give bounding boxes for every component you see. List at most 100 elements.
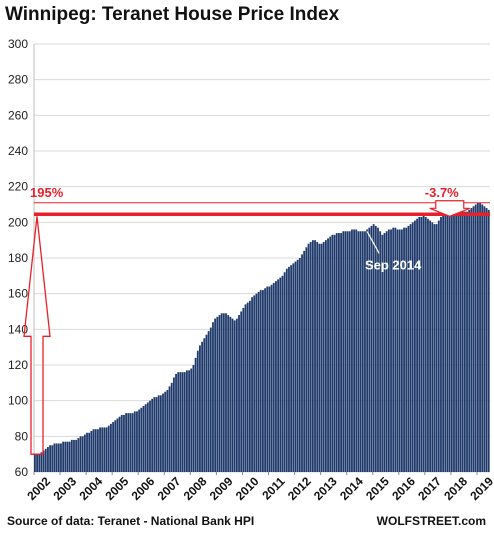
x-tick-label: 2017: [415, 474, 444, 503]
x-tick-label: 2004: [76, 474, 105, 503]
bar: [105, 427, 108, 472]
bar: [73, 439, 75, 472]
bar: [385, 231, 388, 472]
bar: [457, 208, 460, 473]
bar: [377, 227, 379, 472]
bar: [292, 263, 295, 472]
bar: [42, 450, 45, 472]
bar: [120, 414, 123, 472]
bar: [107, 425, 110, 472]
bar: [303, 250, 306, 472]
bar: [370, 225, 373, 472]
bar: [51, 445, 54, 472]
bar: [190, 368, 193, 472]
bar: [83, 434, 86, 472]
bar: [344, 231, 347, 472]
bar: [90, 430, 93, 472]
bar: [242, 307, 245, 472]
decline-label: -3.7%: [425, 185, 459, 200]
bar: [207, 331, 210, 472]
x-tick-label: 2019: [467, 474, 494, 503]
bar: [96, 429, 99, 472]
bar: [177, 372, 180, 472]
bar: [448, 209, 451, 472]
bar: [205, 334, 208, 472]
bar: [142, 406, 145, 472]
bar: [196, 350, 199, 472]
bar: [279, 277, 282, 472]
bar: [357, 231, 360, 472]
bar: [220, 313, 223, 472]
bar: [222, 313, 225, 472]
bar: [461, 209, 464, 472]
bar: [359, 231, 362, 472]
bar: [140, 407, 143, 472]
bar: [296, 259, 299, 472]
bar: [281, 275, 284, 472]
bar: [235, 318, 238, 472]
bar: [231, 318, 234, 472]
bar: [118, 416, 121, 472]
bar: [259, 290, 262, 472]
bar: [77, 438, 80, 472]
bar: [57, 443, 60, 472]
bar: [86, 432, 88, 472]
bar: [387, 229, 390, 472]
x-tick-label: 2005: [103, 474, 132, 503]
bar: [435, 224, 438, 472]
bar: [366, 229, 369, 472]
bar: [305, 247, 308, 472]
bar: [424, 216, 427, 472]
bar: [307, 243, 310, 472]
bar: [186, 370, 188, 472]
bar: [92, 429, 95, 472]
bar: [131, 413, 134, 472]
y-tick-label: 240: [8, 144, 28, 158]
bar: [40, 452, 43, 472]
bar: [246, 302, 249, 472]
bar: [453, 208, 455, 473]
bar: [338, 233, 340, 472]
bar: [429, 220, 432, 472]
bar: [324, 240, 327, 472]
bar: [101, 427, 104, 472]
x-tick-label: 2012: [285, 474, 314, 503]
bar: [396, 229, 399, 472]
bar: [368, 227, 371, 472]
bar: [309, 241, 312, 472]
bar: [179, 372, 182, 472]
bar: [66, 441, 69, 472]
bar: [168, 386, 171, 472]
chart-title: Winnipeg: Teranet House Price Index: [5, 4, 340, 25]
bar: [476, 202, 479, 472]
bar: [201, 341, 204, 472]
bar: [151, 398, 154, 472]
bar: [283, 272, 286, 472]
bar: [427, 218, 429, 472]
bar: [114, 420, 117, 472]
x-tick-label: 2002: [24, 474, 53, 503]
bar: [351, 229, 353, 472]
bar: [450, 209, 453, 472]
bar: [420, 216, 423, 472]
bar: [322, 241, 325, 472]
bar: [181, 372, 184, 472]
x-tick-label: 2008: [181, 474, 210, 503]
annotation-overlay: 195% -3.7% Sep 2014: [23, 185, 490, 455]
bar: [53, 443, 56, 472]
bar: [320, 243, 323, 472]
bar: [474, 204, 477, 472]
bar: [253, 295, 256, 472]
x-tick-label: 2014: [337, 474, 366, 503]
bar: [136, 411, 138, 472]
bar: [183, 372, 186, 472]
bar: [255, 293, 258, 472]
bar: [298, 258, 301, 472]
y-tick-label: 260: [8, 108, 28, 122]
bar: [112, 422, 114, 472]
bar: [138, 409, 141, 472]
bar: [487, 209, 490, 472]
brand-label: WOLFSTREET.com: [376, 514, 486, 528]
bar: [199, 345, 201, 472]
bar: [459, 208, 462, 473]
